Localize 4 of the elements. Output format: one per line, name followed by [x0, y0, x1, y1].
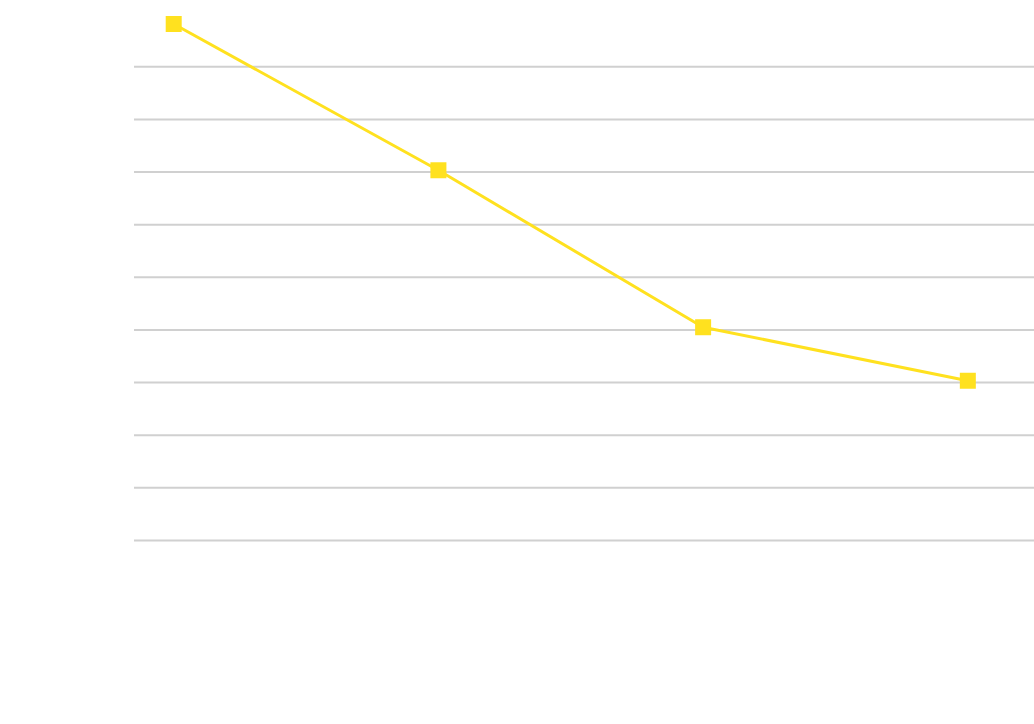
point [430, 162, 447, 179]
point [165, 15, 182, 32]
point [959, 372, 976, 389]
point [695, 319, 712, 336]
